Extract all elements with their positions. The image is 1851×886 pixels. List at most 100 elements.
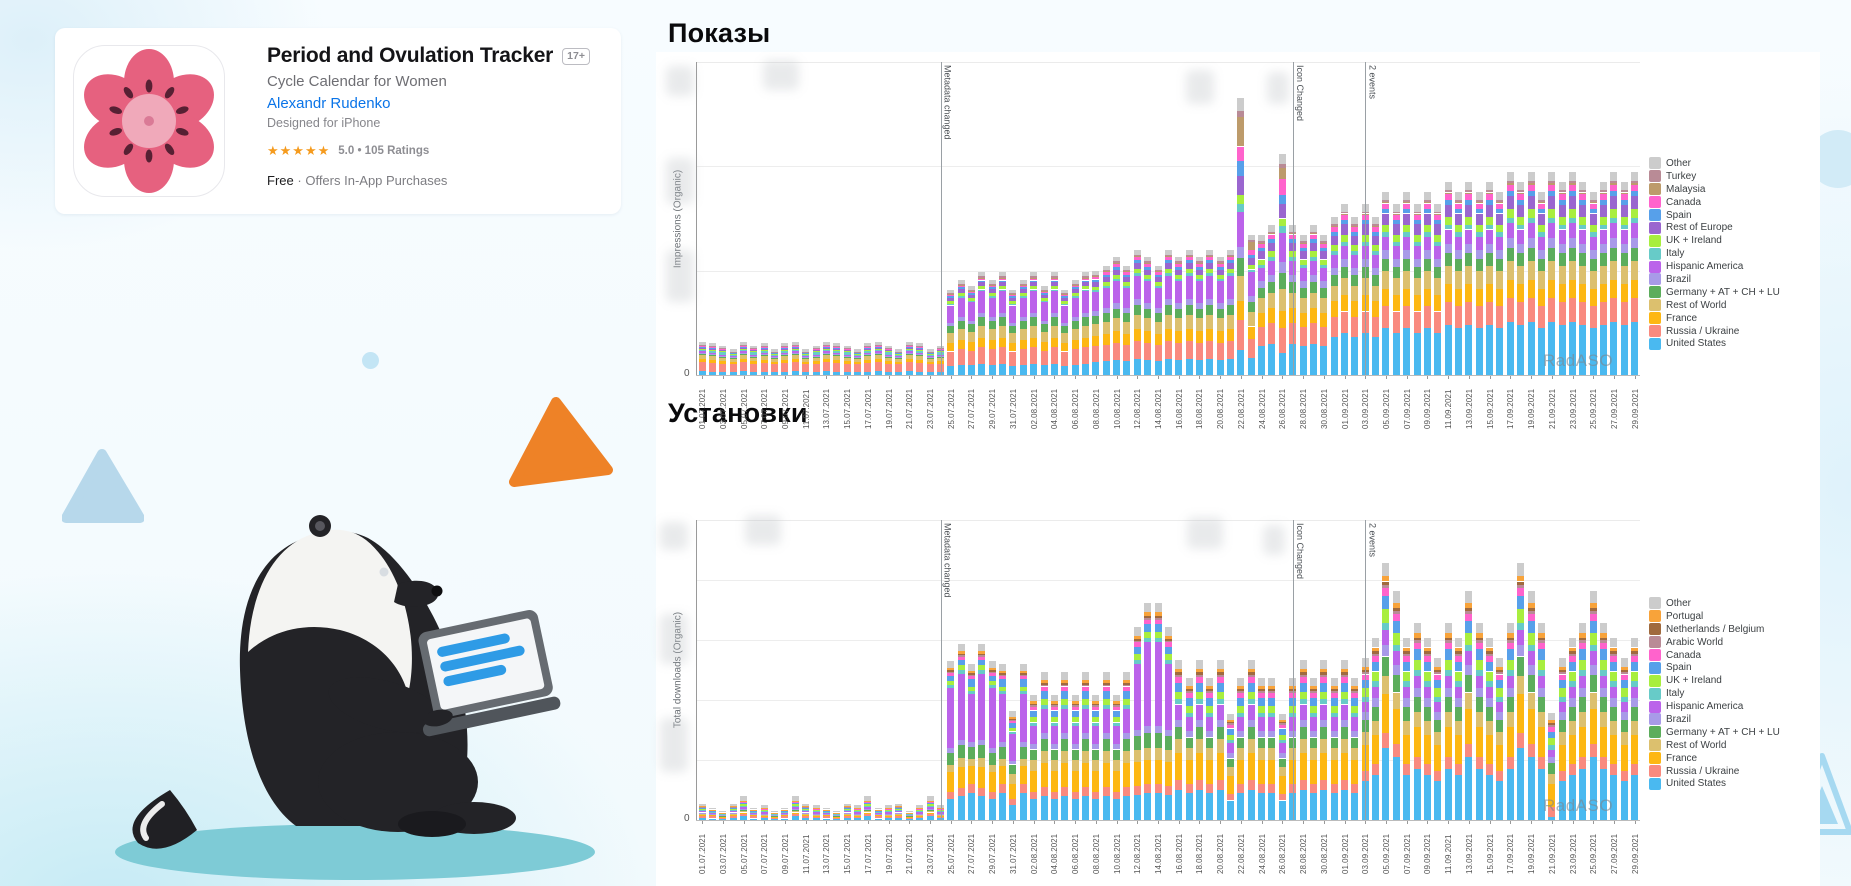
bar-segment[interactable] [1309,693,1317,698]
bar-segment[interactable] [802,808,810,810]
bar-segment[interactable] [1589,271,1597,289]
bar-segment[interactable] [1620,674,1628,680]
bar-segment[interactable] [1413,727,1421,757]
bar-segment[interactable] [1496,232,1504,237]
bar-segment[interactable] [1517,224,1525,230]
bar-segment[interactable] [1486,265,1494,284]
bar-segment[interactable] [1423,698,1431,707]
bar-segment[interactable] [1216,263,1224,267]
bar-segment[interactable] [1175,360,1183,375]
bar-segment[interactable] [1133,785,1141,795]
bar-segment[interactable] [1009,322,1017,326]
bar-segment[interactable] [947,772,955,792]
bar-segment[interactable] [1299,234,1307,242]
bar-segment[interactable] [1299,668,1307,673]
bar-segment[interactable] [1019,320,1027,330]
bar-segment[interactable] [1361,770,1369,781]
bar-segment[interactable] [1175,699,1183,705]
bar-segment[interactable] [1320,326,1328,347]
bar-segment[interactable] [947,688,955,748]
bar-segment[interactable] [1548,806,1556,817]
bar-segment[interactable] [926,809,934,810]
bar-segment[interactable] [1164,785,1172,795]
bar-segment[interactable] [999,746,1006,759]
bar-segment[interactable] [1517,190,1525,193]
bar-segment[interactable] [1496,674,1504,680]
bar-segment[interactable] [1455,224,1462,233]
bar-segment[interactable] [1382,201,1390,204]
bar-segment[interactable] [978,673,986,740]
bar-segment[interactable] [1465,199,1473,205]
bar-segment[interactable] [1050,278,1058,281]
bar-segment[interactable] [791,371,799,375]
bar-segment[interactable] [1144,631,1152,638]
bar-segment[interactable] [895,354,903,356]
bar-segment[interactable] [1154,271,1162,275]
bar-segment[interactable] [1050,703,1058,706]
bar-segment[interactable] [1486,720,1494,736]
bar-segment[interactable] [1061,698,1069,705]
legend-item[interactable]: France [1649,312,1780,325]
bar-segment[interactable] [1569,681,1576,687]
bar-segment[interactable] [999,291,1006,313]
bar-segment[interactable] [1579,199,1587,205]
bar-segment[interactable] [1123,277,1131,283]
bar-segment[interactable] [1040,698,1048,705]
bar-segment[interactable] [812,351,820,352]
bar-segment[interactable] [1154,307,1162,313]
bar-segment[interactable] [988,283,996,285]
bar-segment[interactable] [802,353,810,355]
bar-segment[interactable] [1392,664,1400,676]
bar-segment[interactable] [719,356,727,357]
bar-segment[interactable] [791,812,799,815]
bar-segment[interactable] [1309,691,1317,694]
bar-segment[interactable] [812,811,820,814]
bar-segment[interactable] [1081,698,1089,705]
bar-segment[interactable] [1600,192,1607,195]
bar-segment[interactable] [1517,283,1525,303]
bar-segment[interactable] [843,356,851,358]
bar-segment[interactable] [1258,243,1266,248]
bar-segment[interactable] [1227,724,1234,729]
bar-segment[interactable] [1133,359,1141,375]
bar-segment[interactable] [1320,242,1328,244]
bar-segment[interactable] [781,818,789,820]
bar-segment[interactable] [760,817,768,819]
bar-segment[interactable] [957,287,965,290]
bar-segment[interactable] [947,322,955,326]
bar-segment[interactable] [1444,302,1452,325]
bar-segment[interactable] [1071,717,1079,723]
bar-segment[interactable] [999,664,1006,671]
bar-segment[interactable] [1071,722,1079,727]
bar-segment[interactable] [1496,306,1504,328]
legend-item[interactable]: Other [1649,597,1780,610]
bar-segment[interactable] [1475,769,1483,820]
bar-segment[interactable] [1413,213,1421,216]
bar-segment[interactable] [1019,295,1027,298]
bar-segment[interactable] [1351,267,1359,276]
bar-segment[interactable] [843,816,851,818]
bar-segment[interactable] [1092,799,1100,820]
bar-segment[interactable] [1341,699,1348,705]
bar-segment[interactable] [781,810,789,811]
bar-segment[interactable] [1496,770,1504,781]
bar-segment[interactable] [1610,653,1618,657]
bar-segment[interactable] [916,814,924,815]
bar-segment[interactable] [1558,672,1566,675]
bar-segment[interactable] [1009,325,1017,334]
bar-segment[interactable] [802,364,810,373]
bar-segment[interactable] [1289,242,1297,252]
bar-segment[interactable] [1330,691,1338,694]
bar-segment[interactable] [988,671,996,673]
bar-segment[interactable] [1258,298,1266,313]
bar-segment[interactable] [1040,739,1048,751]
bar-segment[interactable] [1548,217,1556,223]
bar-segment[interactable] [771,357,778,358]
bar-segment[interactable] [1600,676,1607,688]
bar-segment[interactable] [1537,670,1545,676]
bar-segment[interactable] [1237,246,1245,258]
bar-segment[interactable] [957,653,965,656]
bar-segment[interactable] [1299,699,1307,705]
bar-segment[interactable] [1392,644,1400,652]
bar-segment[interactable] [874,358,882,362]
